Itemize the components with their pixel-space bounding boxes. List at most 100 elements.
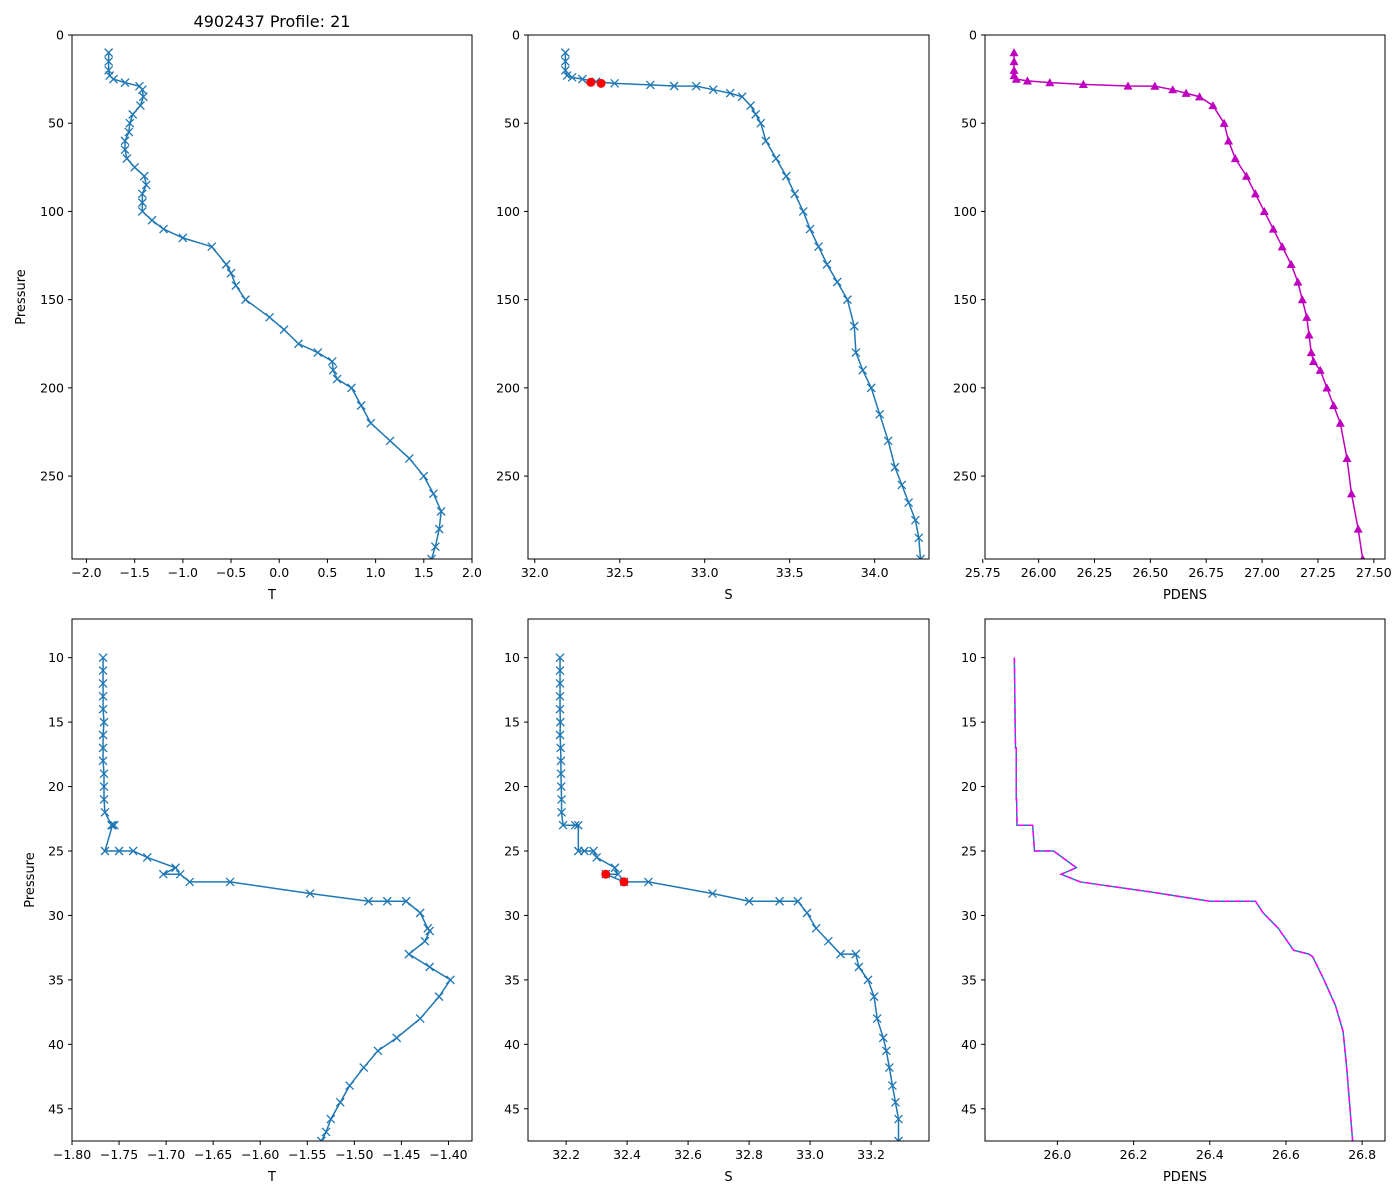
data-point-t — [125, 118, 135, 128]
y-tick-label: 45 — [504, 1101, 520, 1116]
data-point-pdens — [1353, 524, 1363, 533]
data-point-s — [589, 846, 599, 856]
chart-top-density: 25.75 26.00 26.25 26.50 26.75 27.00 27.25 27.50… — [953, 28, 1392, 604]
data-point-s — [851, 348, 861, 358]
y-tick-label: 10 — [48, 650, 64, 665]
data-point-pdens — [1009, 48, 1019, 57]
data-point-s — [910, 515, 920, 525]
data-point-pdens — [1181, 88, 1191, 97]
y-tick-label: 15 — [504, 715, 520, 730]
data-point-t — [171, 863, 180, 873]
data-point-s — [708, 889, 717, 898]
data-point-s — [555, 666, 565, 676]
data-point-pdens — [1022, 76, 1032, 85]
data-point-flagged — [586, 77, 596, 87]
data-point-s — [822, 259, 832, 269]
data-point-t — [225, 877, 235, 887]
plot-area-top-salinity — [560, 48, 925, 559]
data-point-s — [751, 109, 761, 119]
panels-group: −2.0 −1.5 −1.0 −0.5 0.0 0.5 1.0 1.5 2.0050100150… — [14, 28, 1392, 1186]
data-point-t — [100, 807, 110, 817]
data-point-t — [135, 101, 145, 111]
data-point-s — [878, 1033, 888, 1043]
data-point-t — [98, 743, 108, 753]
data-point-t — [415, 908, 425, 918]
data-point-t — [147, 215, 157, 225]
data-point-s — [613, 869, 623, 879]
data-point-t — [137, 206, 147, 216]
x-tick-label: 26.6 — [1272, 1147, 1300, 1162]
data-point-s — [775, 896, 785, 906]
data-point-t — [316, 1136, 326, 1141]
data-point-t — [99, 717, 109, 727]
data-point-t — [98, 704, 108, 714]
data-point-t — [347, 383, 356, 393]
x-tick-label: −0.5 — [216, 565, 246, 580]
x-tick-label: 33.5 — [776, 565, 804, 580]
data-point-t — [114, 846, 124, 856]
x-tick-label: −1.0 — [168, 565, 198, 580]
data-point-s — [555, 717, 565, 727]
data-point-s — [744, 896, 754, 906]
y-tick-label: 250 — [40, 469, 64, 484]
y-tick-label: 30 — [504, 908, 520, 923]
y-tick-label: 35 — [48, 972, 64, 987]
data-point-s — [645, 80, 655, 90]
data-point-s — [854, 962, 864, 972]
data-point-t — [128, 846, 138, 856]
data-point-s — [756, 118, 766, 128]
y-tick-label: 0 — [969, 28, 977, 43]
y-tick-label: 15 — [961, 715, 977, 730]
data-point-t — [158, 869, 168, 879]
data-point-s — [555, 730, 565, 740]
x-tick-label: 32.4 — [613, 1147, 641, 1162]
data-point-s — [560, 48, 570, 58]
data-point-t — [401, 896, 411, 906]
data-point-t — [100, 846, 110, 856]
plot-area-top-temperature — [104, 48, 446, 559]
data-point-s — [557, 807, 567, 817]
data-point-t — [99, 794, 109, 804]
y-tick-label: 15 — [48, 715, 64, 730]
data-point-pdens — [1224, 136, 1234, 145]
y-axis-label: Pressure — [23, 852, 38, 908]
data-point-pdens — [1335, 418, 1345, 427]
x-tick-label: 32.6 — [674, 1147, 702, 1162]
x-tick-label: 2.0 — [462, 565, 482, 580]
data-point-t — [427, 554, 436, 559]
y-tick-label: 45 — [961, 1101, 977, 1116]
data-point-t — [321, 1127, 331, 1137]
data-point-t — [98, 730, 108, 740]
x-axis-label: T — [267, 588, 276, 603]
data-point-s — [811, 923, 821, 933]
y-tick-label: 200 — [40, 380, 64, 395]
data-point-t — [428, 489, 438, 499]
x-tick-label: 1.5 — [414, 565, 434, 580]
x-tick-label: 32.5 — [606, 565, 634, 580]
x-tick-label: −1.80 — [53, 1147, 91, 1162]
data-point-t — [142, 852, 152, 862]
data-point-s — [556, 769, 566, 779]
data-point-s — [863, 975, 873, 985]
y-tick-label: 50 — [504, 116, 520, 131]
data-point-pdens — [1315, 365, 1325, 374]
data-point-t — [122, 154, 132, 163]
x-tick-label: −1.45 — [382, 1147, 420, 1162]
x-tick-label: 34.0 — [861, 565, 889, 580]
data-point-s — [610, 78, 620, 88]
data-point-t — [207, 242, 217, 252]
data-point-pdens — [1297, 295, 1307, 304]
data-point-s — [725, 88, 735, 98]
y-tick-label: 30 — [961, 908, 977, 923]
data-point-t — [359, 1063, 369, 1072]
y-tick-label: 25 — [961, 844, 977, 859]
x-tick-label: −1.55 — [288, 1147, 326, 1162]
y-tick-label: 0 — [56, 28, 64, 43]
data-point-t — [104, 48, 114, 58]
data-point-s — [558, 820, 568, 830]
data-point-s — [562, 71, 572, 81]
y-tick-label: 25 — [48, 844, 64, 859]
data-point-s — [567, 72, 577, 82]
data-point-s — [798, 206, 808, 216]
